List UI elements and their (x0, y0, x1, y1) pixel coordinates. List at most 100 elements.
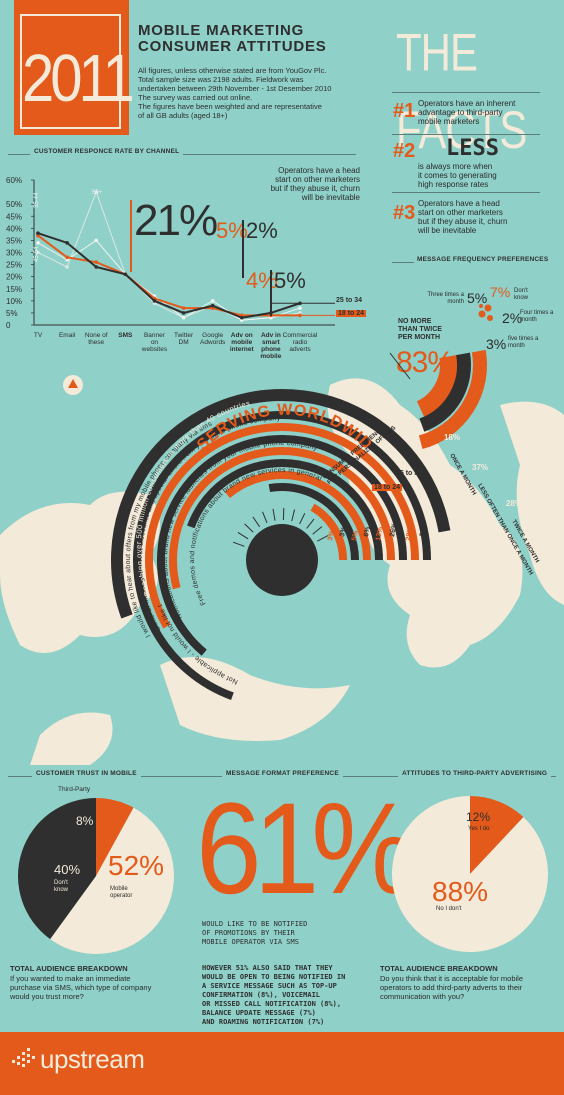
dial-spoke (232, 541, 245, 547)
fact-2-big: LESS (446, 136, 499, 161)
freq-p2: 2% (502, 310, 523, 326)
legend-25-34: 25 to 34 (336, 297, 363, 304)
freq-five-times: five times a month (508, 336, 539, 349)
bar-pct-label: 3% (327, 529, 336, 541)
target-icon (63, 375, 83, 395)
y-tick-label: 35% (6, 236, 22, 245)
year-badge-border (20, 14, 121, 129)
data-point (94, 260, 99, 264)
bar-pct-label: 26% (389, 522, 398, 538)
x-tick-label: Google Adwords (200, 332, 226, 346)
x-tick-label: Banner on websites (141, 332, 168, 353)
left-label-3544: 35-44 (34, 192, 40, 208)
dial-spoke (299, 513, 306, 525)
arc-bar (268, 483, 359, 561)
x-tick-label: Email (59, 332, 76, 339)
y-tick-label: 20% (6, 273, 22, 282)
pref-age-18-24: 18 to 24 (372, 484, 403, 491)
trust-p40: 40% (54, 862, 81, 877)
bar-pct-label: 12% (375, 526, 384, 542)
bar-pct-label: 28% (405, 526, 414, 542)
dial-spoke (312, 526, 323, 535)
format-footer: HOWEVER 51% ALSO SAID THAT THEY WOULD BE … (202, 964, 346, 1026)
y-tick-label: 0 (6, 321, 11, 330)
y-tick-label: 15% (6, 285, 22, 294)
dial-spoke (306, 518, 315, 529)
trust-footer-title: TOTAL AUDIENCE BREAKDOWN (10, 964, 128, 973)
format-label: MESSAGE FORMAT PREFERENCE (222, 770, 343, 777)
arc-bar (187, 459, 383, 561)
response-line-chart: 0 5% 10% 15% 20% 25% 30% 35% 40% 45% 50% 60% TV Email… (6, 176, 335, 360)
year-text: 2011 (22, 41, 135, 117)
tp-p12: 12% (466, 810, 491, 824)
page-title-line2: CONSUMER ATTITUDES (138, 38, 327, 55)
freq-p3: 3% (486, 336, 507, 352)
bar-pct-label: 6% (363, 525, 372, 537)
freq-ring (419, 352, 471, 432)
fact-2-number: #2 (393, 140, 416, 162)
fact-1-text: Operators have an inherent advantage to t… (418, 99, 516, 126)
data-point (210, 299, 215, 303)
x-tick-label: TV (34, 332, 43, 339)
pie-slice (18, 798, 96, 940)
stat-4: 4% (246, 268, 278, 293)
pie-slice (50, 807, 174, 954)
x-tick-label: None of these (85, 332, 108, 346)
x-tick-label: Twitter DM (174, 332, 194, 346)
data-point (210, 303, 215, 308)
series-line (37, 232, 301, 319)
pref-age-25-34: 25 to 34 (396, 470, 423, 477)
fact-1-number: #1 (393, 100, 416, 122)
freq-no-more: NO MORE THAN TWICE PER MONTH (398, 318, 442, 341)
dial-spoke (237, 532, 249, 540)
dial-spoke (252, 516, 261, 528)
y-tick-label: 60% (6, 176, 22, 185)
trust-p8: 8% (76, 814, 94, 828)
tp-footer-title: TOTAL AUDIENCE BREAKDOWN (380, 964, 498, 973)
dial-spoke (272, 508, 276, 521)
fact-3-number: #3 (393, 202, 416, 224)
trust-footer-text: If you wanted to make an immediate purcha… (10, 974, 152, 1001)
y-tick-label: 50% (6, 200, 22, 209)
y-tick-label: 5% (6, 309, 18, 318)
data-point (65, 265, 69, 269)
data-point (181, 311, 186, 315)
footer-bar (0, 1032, 564, 1095)
y-tick-label: 30% (6, 249, 22, 258)
data-point (65, 255, 69, 260)
pie-slice (96, 798, 134, 876)
data-point (36, 231, 40, 235)
freq-p7: 7% (490, 284, 511, 300)
stat-21: 21% (134, 196, 218, 245)
facts-title: THE FACTS (396, 22, 527, 159)
left-label-4554: 45-54 (34, 246, 40, 262)
freq-dots (478, 304, 493, 321)
y-tick-label: 25% (6, 261, 22, 270)
footer-brand[interactable]: upstream (40, 1044, 145, 1074)
trust-dont-know: Don't know (54, 880, 69, 893)
format-big-stat: 61% (196, 776, 416, 922)
page-title-line1: MOBILE MARKETING (138, 22, 305, 39)
arc-bar (169, 447, 395, 590)
data-point (65, 241, 69, 245)
x-tick-label: SMS (118, 332, 133, 339)
bar-pct-label: 5% (351, 529, 360, 541)
x-tick-label: Adv insmartphonemobileapps (260, 332, 281, 360)
legend-18-24: 18 to 24 (336, 310, 367, 317)
x-tick-label: Commercial radio adverts (283, 332, 318, 353)
outer-ring (111, 389, 451, 619)
tp-footer-text: Do you think that it is acceptable for m… (380, 974, 523, 1001)
dial-spoke (244, 523, 254, 533)
format-caption: WOULD LIKE TO BE NOTIFIED OF PROMOTIONS B… (202, 920, 308, 946)
dial-spoke (317, 535, 329, 542)
stat-5b: 5% (274, 268, 306, 293)
stat-2: 2% (246, 218, 278, 243)
data-point (123, 272, 128, 277)
x-tick-label: Adv on mobile internet (230, 332, 255, 353)
fact-3-text: Operators have a head start on other mark… (418, 199, 508, 235)
worldwide-graphic: 3% 3% 5% 6% 12% 26% 28% 34%I would like to hear… (0, 345, 564, 765)
freq-p5: 5% (467, 290, 488, 306)
trust-pie (18, 798, 174, 954)
data-point (181, 306, 186, 310)
data-point (94, 238, 99, 243)
